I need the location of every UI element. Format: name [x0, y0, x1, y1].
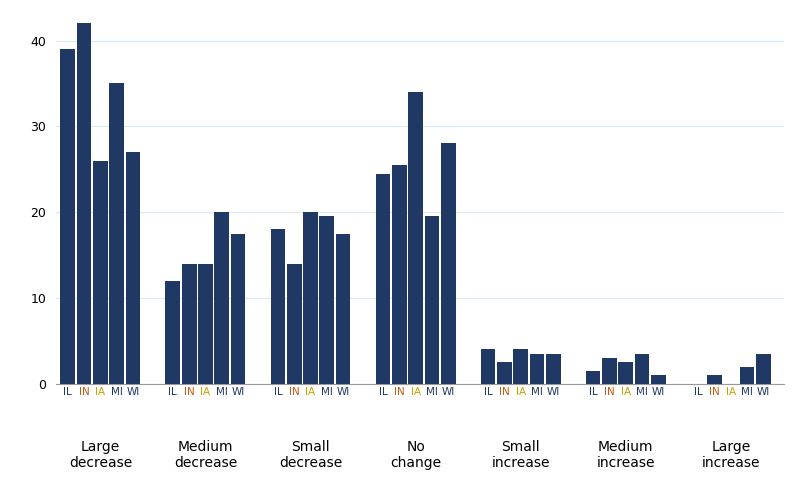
Bar	[376, 174, 390, 384]
Bar	[756, 354, 770, 384]
Bar	[530, 354, 544, 384]
Bar	[126, 152, 140, 384]
Bar	[230, 234, 246, 384]
Text: Small
increase: Small increase	[491, 439, 550, 470]
Bar	[392, 165, 406, 384]
Bar	[481, 349, 495, 384]
Bar	[441, 144, 455, 384]
Bar	[303, 212, 318, 384]
Bar	[77, 23, 91, 384]
Bar	[61, 49, 75, 384]
Text: Small
decrease: Small decrease	[279, 439, 342, 470]
Bar	[319, 216, 334, 384]
Bar	[198, 264, 213, 384]
Bar	[408, 92, 423, 384]
Bar	[602, 358, 617, 384]
Bar	[514, 349, 528, 384]
Bar	[707, 375, 722, 384]
Text: Medium
increase: Medium increase	[597, 439, 655, 470]
Text: Large
increase: Large increase	[702, 439, 760, 470]
Bar	[287, 264, 302, 384]
Bar	[270, 229, 286, 384]
Text: Large
decrease: Large decrease	[69, 439, 132, 470]
Text: No
change: No change	[390, 439, 441, 470]
Text: Medium
decrease: Medium decrease	[174, 439, 237, 470]
Bar	[651, 375, 666, 384]
Bar	[93, 161, 108, 384]
Bar	[546, 354, 561, 384]
Bar	[740, 367, 754, 384]
Bar	[110, 84, 124, 384]
Bar	[497, 362, 512, 384]
Bar	[166, 281, 180, 384]
Bar	[634, 354, 650, 384]
Bar	[586, 371, 601, 384]
Bar	[425, 216, 439, 384]
Bar	[336, 234, 350, 384]
Bar	[618, 362, 633, 384]
Bar	[214, 212, 229, 384]
Bar	[182, 264, 197, 384]
